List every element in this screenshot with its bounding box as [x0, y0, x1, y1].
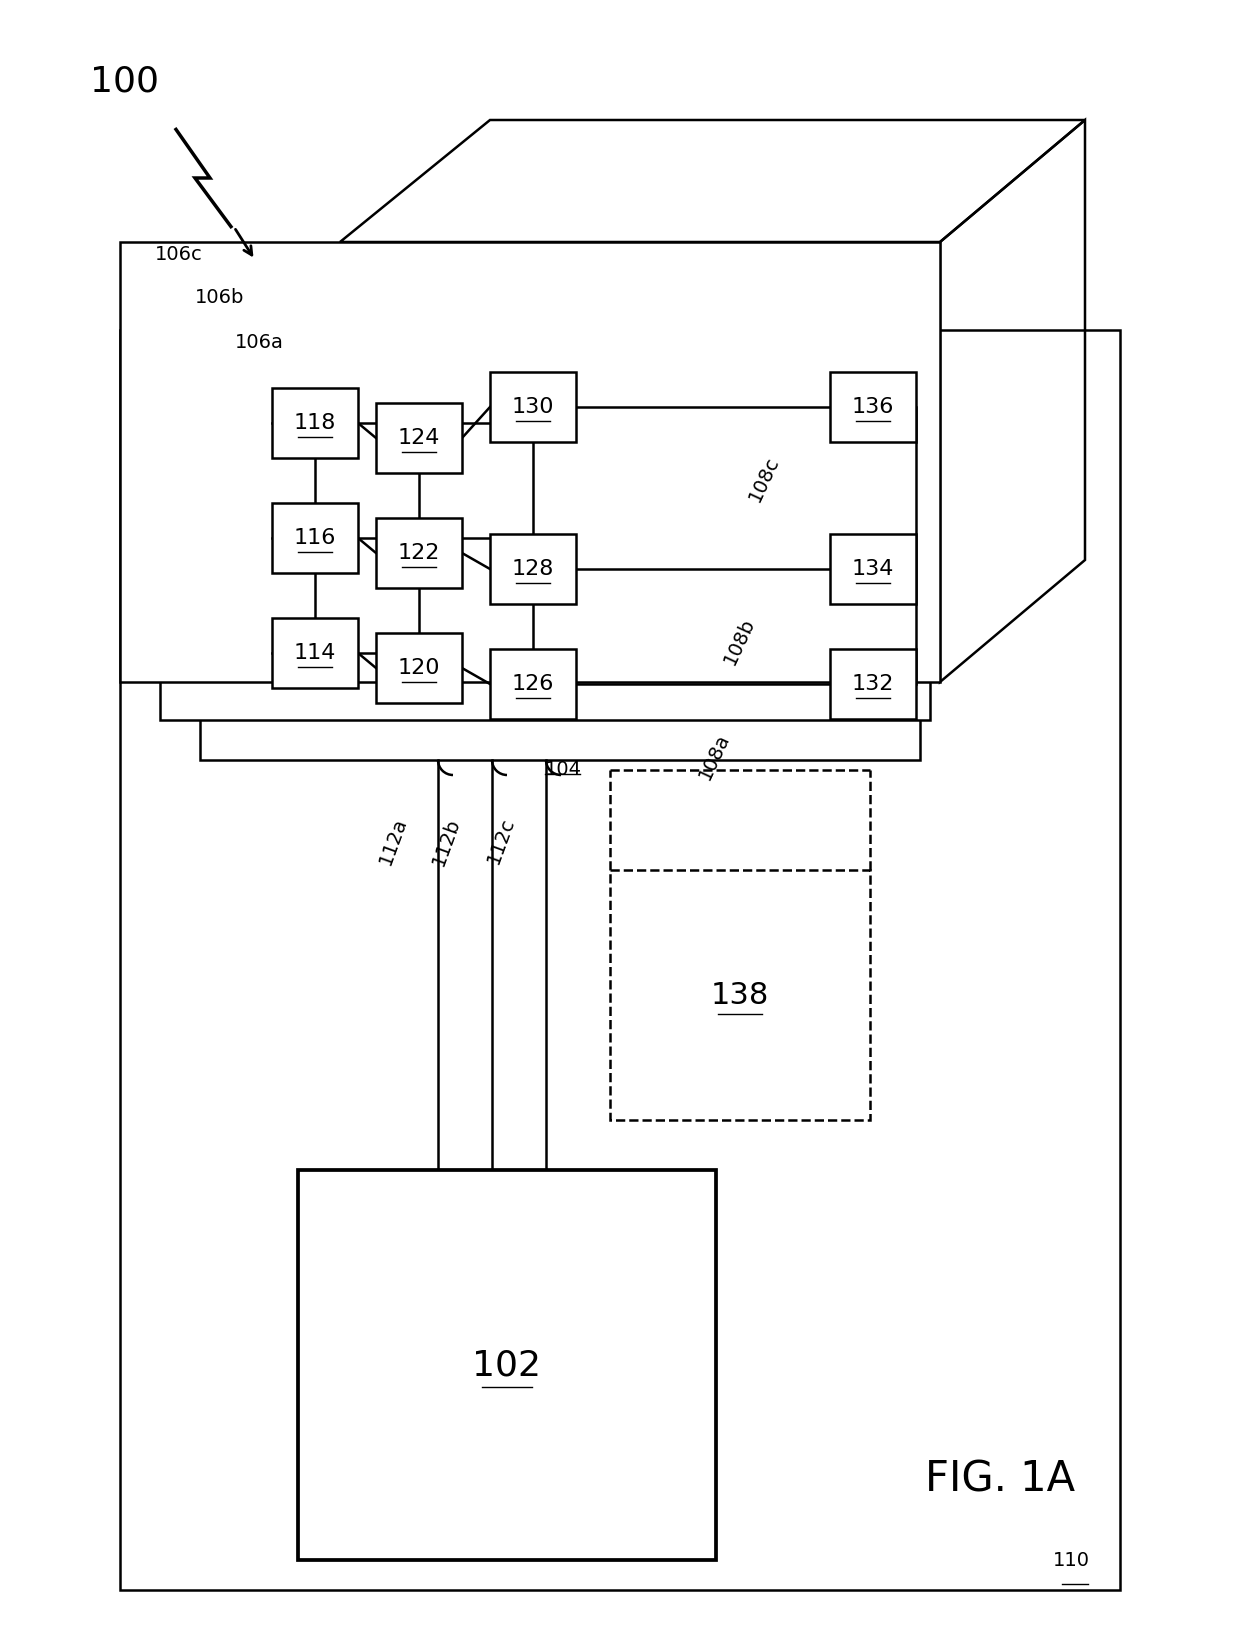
Text: 112b: 112b: [429, 815, 464, 869]
Bar: [200, 329, 920, 760]
Text: 108a: 108a: [694, 729, 733, 782]
Text: 116: 116: [294, 528, 336, 547]
Bar: [272, 618, 358, 688]
Bar: [490, 534, 577, 605]
Bar: [830, 534, 916, 605]
Text: 130: 130: [512, 397, 554, 416]
Bar: [376, 518, 463, 588]
Bar: [490, 649, 577, 720]
Bar: [160, 285, 930, 720]
Text: 124: 124: [398, 428, 440, 447]
Text: 110: 110: [1053, 1550, 1090, 1570]
Bar: [298, 1170, 715, 1560]
Bar: [272, 503, 358, 574]
Bar: [610, 870, 870, 1119]
Text: 132: 132: [852, 674, 894, 693]
Text: 108b: 108b: [720, 615, 758, 667]
Text: 102: 102: [472, 1347, 542, 1382]
Text: 138: 138: [711, 980, 769, 1010]
Text: 118: 118: [294, 413, 336, 433]
Bar: [376, 403, 463, 474]
Text: 136: 136: [852, 397, 894, 416]
Text: 106c: 106c: [155, 244, 203, 264]
Bar: [376, 633, 463, 703]
Text: 114: 114: [294, 642, 336, 664]
Bar: [490, 372, 577, 443]
Bar: [272, 388, 358, 457]
Text: 134: 134: [852, 559, 894, 579]
Text: 106b: 106b: [195, 288, 244, 306]
Text: 104: 104: [546, 760, 582, 779]
Text: 106a: 106a: [236, 333, 284, 352]
Text: 122: 122: [398, 543, 440, 564]
Bar: [120, 243, 940, 682]
Text: 112a: 112a: [376, 815, 410, 867]
Text: 108c: 108c: [745, 452, 782, 505]
Text: 112c: 112c: [484, 815, 518, 867]
Text: 126: 126: [512, 674, 554, 693]
Text: 120: 120: [398, 657, 440, 679]
Text: FIG. 1A: FIG. 1A: [925, 1459, 1075, 1501]
Bar: [830, 372, 916, 443]
Bar: [120, 329, 1120, 1590]
Bar: [830, 649, 916, 720]
Text: 128: 128: [512, 559, 554, 579]
Text: 100: 100: [91, 66, 159, 98]
